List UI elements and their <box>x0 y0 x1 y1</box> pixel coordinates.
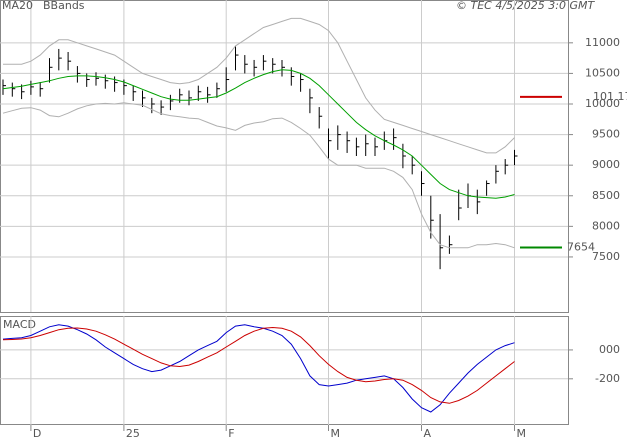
legend-entry: MA20 <box>2 0 33 12</box>
x-tick-label: 25 <box>126 427 140 440</box>
y-tick-label: 9500 <box>592 128 620 141</box>
y-tick-label: 000 <box>599 343 620 356</box>
y-tick-label: 10500 <box>585 66 620 79</box>
band-upper <box>3 17 515 154</box>
x-tick-label: M <box>331 427 341 440</box>
source: © TEC 4/5/2025 3:0 GMT <box>456 0 595 12</box>
x-tick-label: D <box>33 427 41 440</box>
y-tick-label: 7500 <box>592 250 620 263</box>
x-tick-label: A <box>424 427 432 440</box>
band-lower <box>2 102 515 249</box>
ma-line <box>2 69 515 199</box>
macd-line <box>2 326 515 404</box>
price-pane <box>0 0 569 313</box>
y-tick-label: 9000 <box>592 158 620 171</box>
y-tick-label: 8500 <box>592 189 620 202</box>
macd-title: MACD <box>3 318 36 331</box>
level-label: 101 17 <box>593 90 627 103</box>
y-tick-label: 11000 <box>585 36 620 49</box>
y-tick-label: -200 <box>595 372 620 385</box>
y-tick-label: 8000 <box>592 219 620 232</box>
macd-line <box>2 324 515 413</box>
macd-pane <box>0 316 569 425</box>
x-tick-label: F <box>228 427 234 440</box>
y-tick-label: 10000 <box>585 97 620 110</box>
x-tick-label: M <box>517 427 527 440</box>
legend-entry: BBands <box>43 0 85 12</box>
level-label: 7654 <box>567 241 595 254</box>
